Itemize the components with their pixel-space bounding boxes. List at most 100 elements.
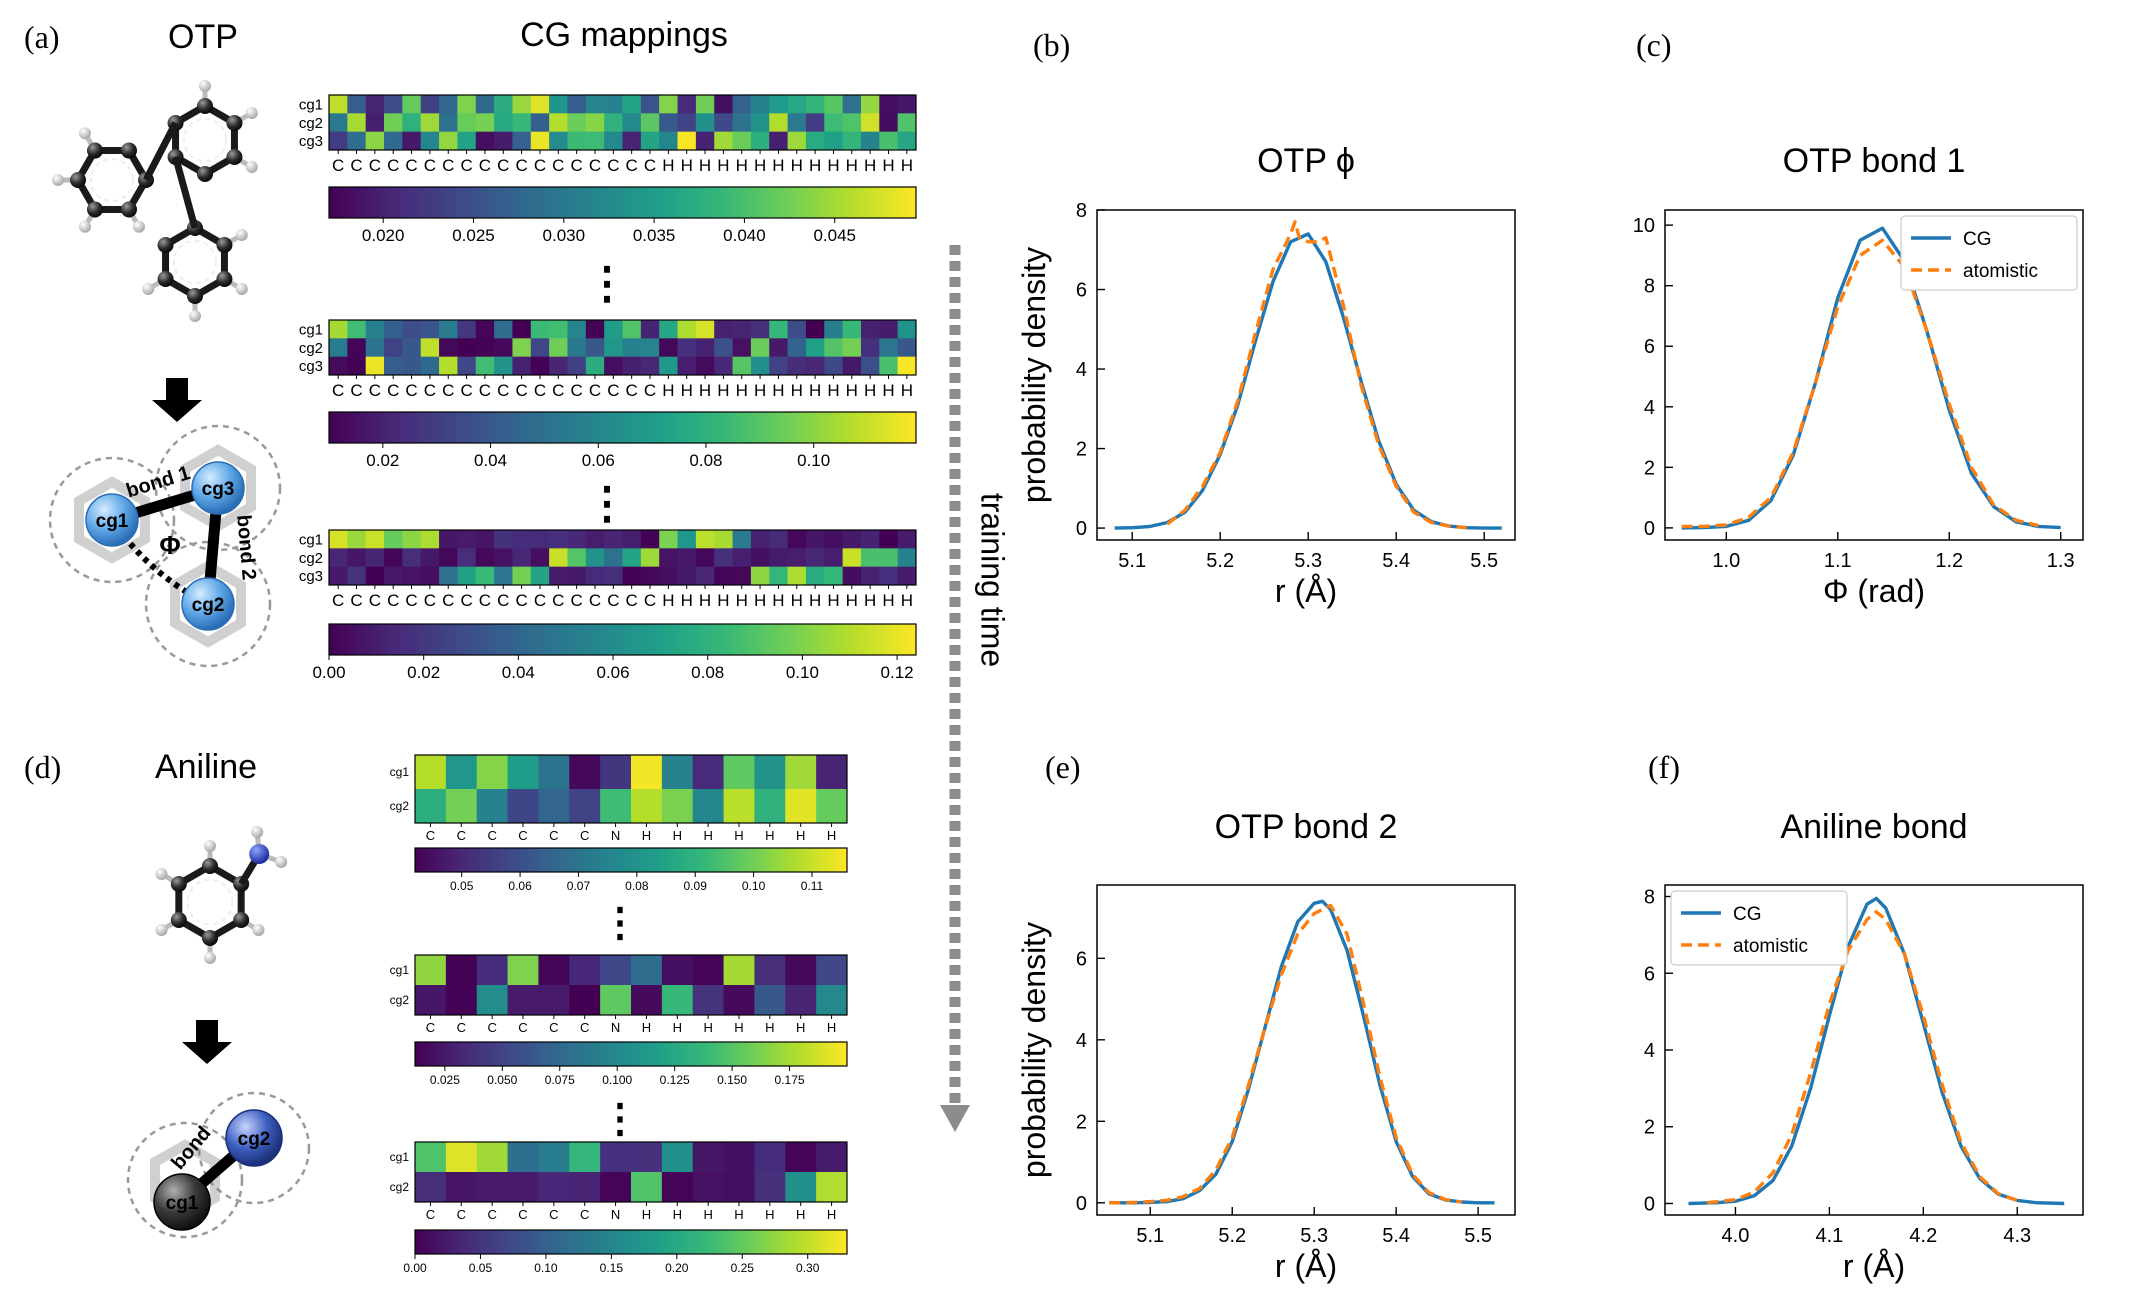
heatmap-atom-label: C (350, 156, 362, 175)
heatmap-row-label: cg1 (299, 96, 323, 113)
heatmap-cell (365, 356, 385, 376)
heatmap-atom-label: C (369, 381, 381, 400)
chart-title: OTP ϕ (1257, 142, 1355, 180)
heatmap-cell (549, 131, 568, 151)
x-tick-label: 4.0 (1722, 1225, 1750, 1247)
heatmap-cell (457, 131, 477, 151)
heatmap-atom-label: H (699, 591, 711, 610)
aniline-ring-hydrogen (204, 840, 216, 852)
heatmap-cell (439, 566, 458, 586)
heatmap-cell (842, 95, 862, 114)
heatmap-atom-label: H (642, 828, 651, 843)
heatmap-cell (569, 789, 601, 824)
otp-ring-top-hydrogen (199, 80, 211, 92)
heatmap-cell (860, 320, 880, 339)
heatmap-cell (879, 530, 899, 549)
heatmap-cell (754, 1172, 786, 1203)
heatmap-cell (897, 548, 917, 568)
heatmap-atom-label: H (765, 1020, 774, 1035)
heatmap-atom-label: C (497, 156, 509, 175)
heatmap-frame (414, 754, 848, 824)
heatmap-cell (695, 95, 715, 114)
colorbar-tick-label: 0.020 (362, 226, 405, 245)
heatmap-cell (805, 113, 825, 133)
otp-ring-left-carbon (121, 201, 137, 218)
heatmap-cell (631, 985, 663, 1016)
heatmap-cell (723, 955, 755, 986)
heatmap-cell (420, 548, 440, 568)
y-tick-label: 2 (1644, 457, 1655, 479)
x-axis-label: r (Å) (1275, 573, 1337, 609)
heatmap-atom-label: C (552, 156, 564, 175)
heatmap-cell (805, 566, 825, 586)
heatmap-cell (569, 985, 601, 1016)
heatmap-cell (439, 95, 458, 114)
heatmap-row-label: cg2 (390, 1180, 410, 1194)
heatmap-cell (512, 566, 532, 586)
colorbar-tick-label: 0.02 (407, 663, 440, 682)
heatmap-cell (787, 131, 807, 151)
heatmap-atom-label: C (487, 1207, 496, 1222)
otp-ring-left-hydrogen (133, 220, 145, 233)
x-tick-label: 5.5 (1470, 550, 1498, 572)
heatmap-cell (659, 356, 679, 376)
heatmap-cell (714, 548, 734, 568)
heatmap-cell (785, 1172, 817, 1203)
heatmap-atom-label: C (580, 828, 589, 843)
heatmap-cell (457, 548, 477, 568)
heatmap-cell (640, 530, 660, 549)
colorbar-tick-label: 0.150 (717, 1073, 747, 1087)
heatmap-cell (692, 1142, 725, 1173)
chart-c: OTP bond 1 Φ (rad) 1.0 1.1 1.2 1.3 0 2 4 6 8 10 CG at… (1633, 142, 2084, 609)
colorbar-tick-label: 0.08 (689, 451, 722, 470)
y-tick-label: 6 (1644, 963, 1655, 985)
heatmap-atom-label: C (589, 591, 601, 610)
heatmap-atom-label: C (426, 1207, 435, 1222)
heatmap-cell (879, 338, 899, 358)
heatmap-atom-label: C (350, 591, 362, 610)
heatmap-atom-label: C (607, 381, 619, 400)
heatmap-cell (816, 1172, 848, 1203)
otp-ring-left-carbon (121, 142, 137, 159)
otp-ring-top-hydrogen (245, 161, 258, 173)
heatmap-cell (530, 95, 550, 114)
x-tick-label: 5.4 (1382, 550, 1410, 572)
heatmap-atom-label: H (827, 828, 836, 843)
heatmap-cell (415, 985, 447, 1016)
heatmap-cell (785, 755, 817, 790)
plot-frame (1664, 209, 2084, 541)
heatmap-frame (328, 529, 917, 586)
heatmap-cell (659, 338, 679, 358)
heatmap-cell (879, 320, 899, 339)
heatmap-cell (512, 548, 532, 568)
x-tick-label: 5.4 (1382, 1225, 1410, 1247)
heatmap-cell (695, 530, 715, 549)
heatmap-cell (842, 338, 862, 358)
x-tick-label: 1.2 (1935, 550, 1963, 572)
heatmap-cell (600, 1142, 632, 1173)
heatmap-atom-label: C (405, 381, 417, 400)
heatmap-cell (538, 1142, 570, 1173)
cg-ring-shadow-1 (74, 476, 150, 564)
otp-ring-bottom-hydrogen (189, 310, 201, 322)
heatmap-cell (567, 530, 587, 549)
heatmap-atom-label: C (426, 828, 435, 843)
heatmap-cell (754, 1142, 786, 1173)
heatmap-cell (512, 338, 532, 358)
colorbar-tick-label: 0.10 (786, 663, 819, 682)
heatmap-atom-label: C (580, 1020, 589, 1035)
otp-ring-top-carbon (226, 149, 243, 165)
heatmap-cell (457, 566, 477, 586)
y-tick-label: 0 (1076, 518, 1087, 540)
heatmap-cell (600, 755, 632, 790)
heatmap-atom-label: H (754, 381, 766, 400)
colorbar-tick-label: 0.100 (602, 1073, 632, 1087)
heatmap-atom-label: H (717, 156, 729, 175)
heatmap-cell (824, 356, 844, 376)
heatmap-cell (445, 789, 478, 824)
heatmap-cell (661, 1172, 694, 1203)
heatmap-frame (328, 319, 917, 376)
aniline-cg1-label: cg1 (166, 1193, 199, 1214)
heatmap-atom-label: N (611, 1207, 620, 1222)
